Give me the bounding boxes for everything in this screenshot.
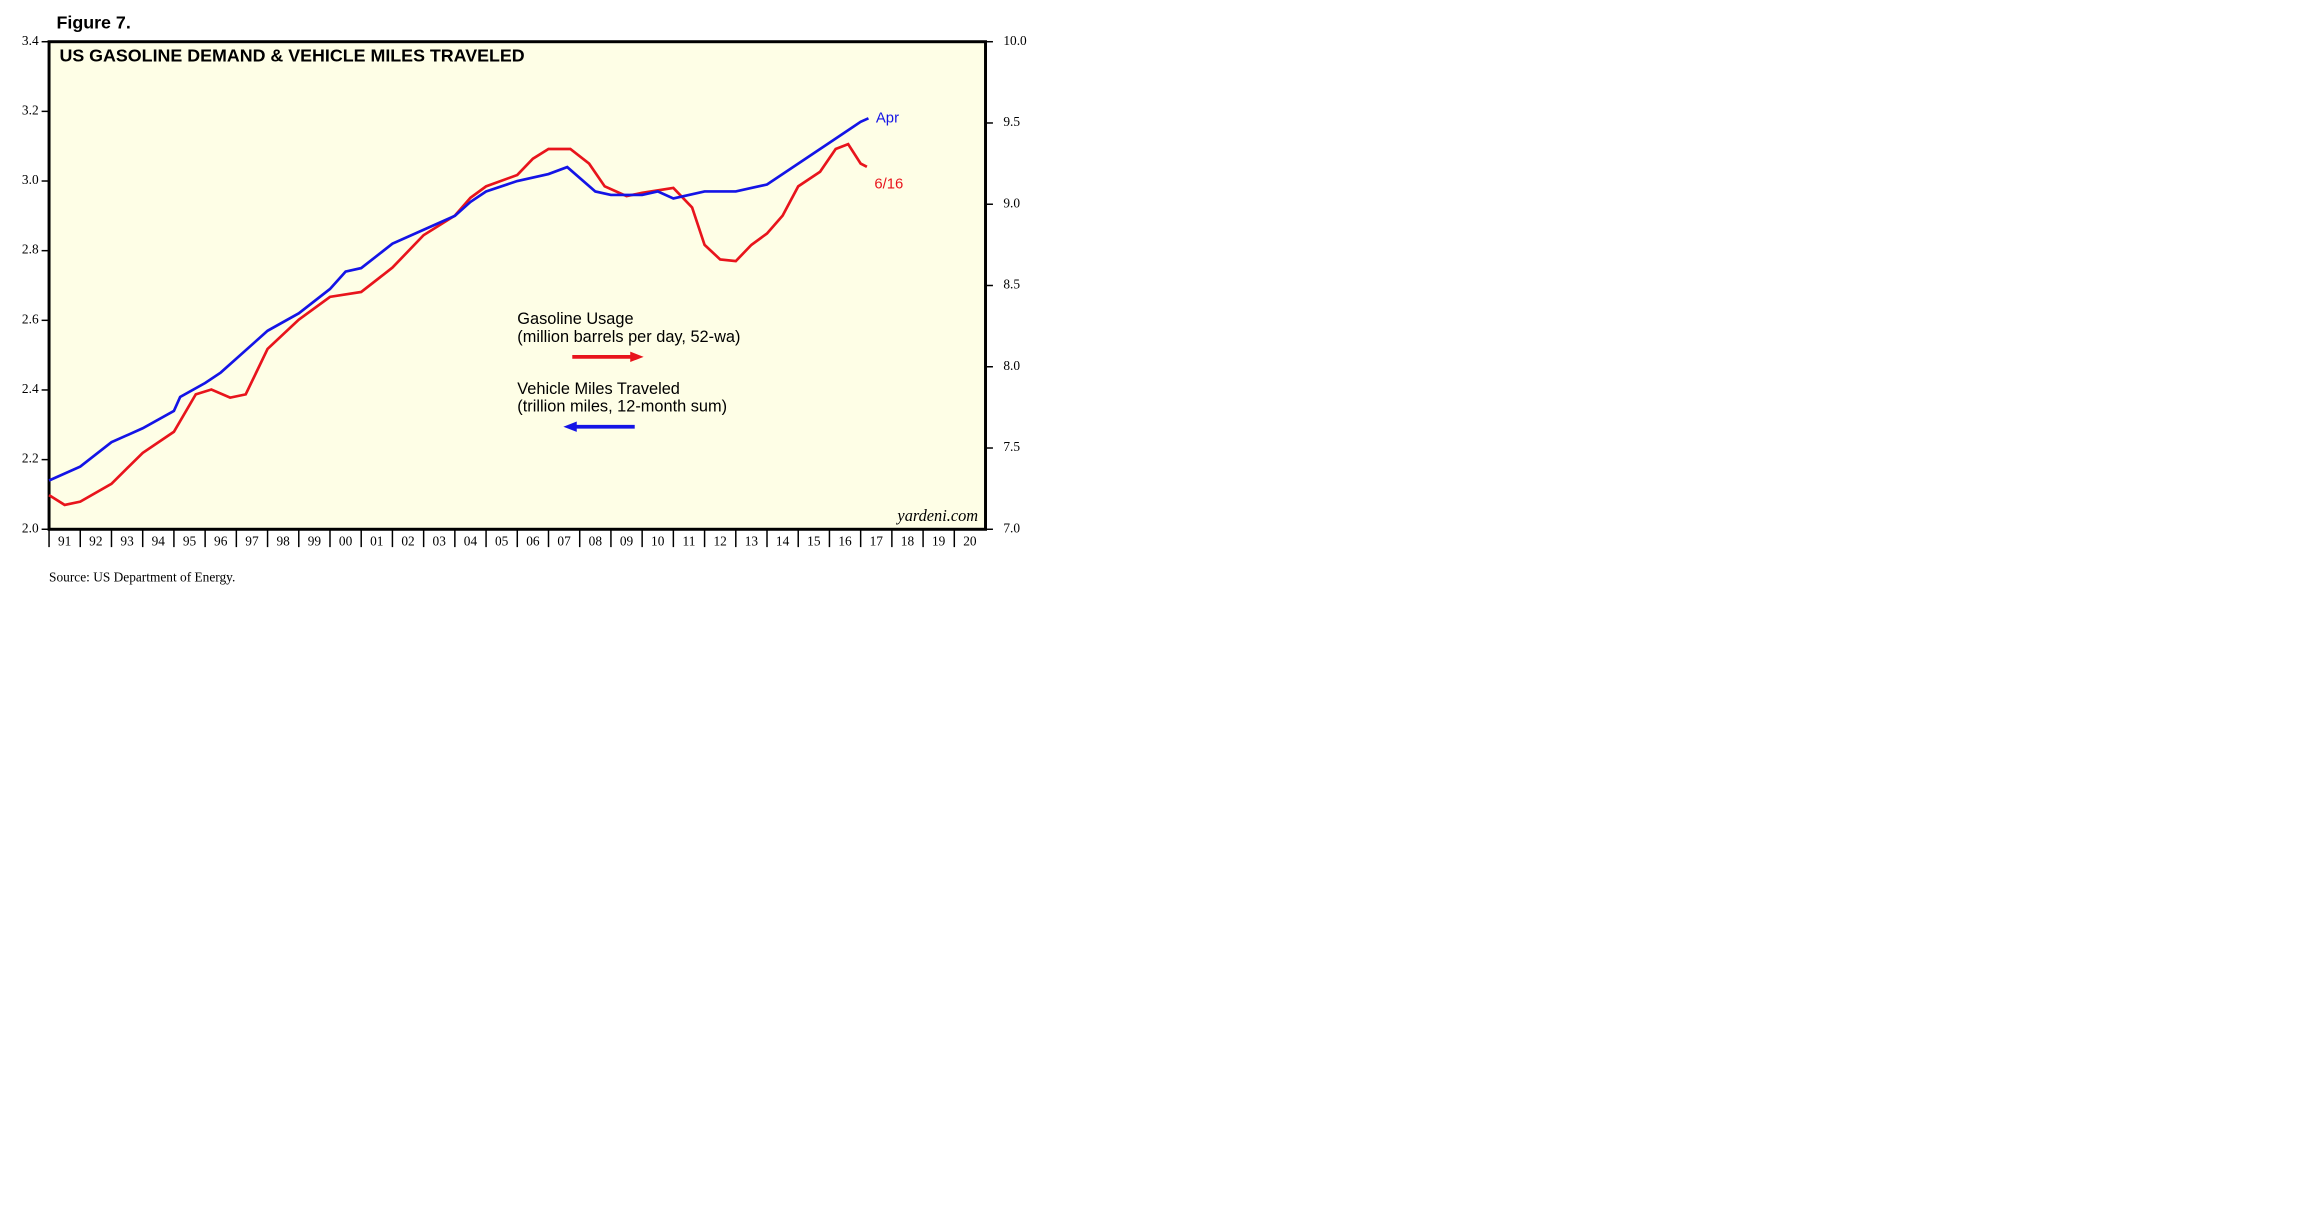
y2-tick-label: 9.5 xyxy=(1003,114,1020,129)
legend-description: (million barrels per day, 52-wa) xyxy=(517,328,740,346)
chart-title: US GASOLINE DEMAND & VEHICLE MILES TRAVE… xyxy=(59,45,524,65)
y2-tick-label: 7.0 xyxy=(1003,520,1020,535)
x-tick-label: 08 xyxy=(589,534,603,549)
y-tick-label: 2.2 xyxy=(22,451,39,466)
x-tick-label: 00 xyxy=(339,534,353,549)
plot-area xyxy=(47,40,988,531)
x-tick-label: 10 xyxy=(651,534,665,549)
x-tick-label: 07 xyxy=(557,534,571,549)
x-tick-label: 20 xyxy=(963,534,977,549)
watermark: yardeni.com xyxy=(895,506,978,525)
x-tick-label: 15 xyxy=(807,534,821,549)
x-tick-label: 05 xyxy=(495,534,509,549)
source: Source: US Department of Energy. xyxy=(49,569,235,584)
y2-tick-label: 7.5 xyxy=(1003,439,1020,454)
end-label: 6/16 xyxy=(874,177,903,193)
x-tick-label: 09 xyxy=(620,534,634,549)
series-line xyxy=(48,142,868,507)
x-tick-label: 95 xyxy=(183,534,197,549)
x-tick-label: 96 xyxy=(214,534,228,549)
y-tick-label: 2.6 xyxy=(22,311,39,326)
y-tick-label: 3.2 xyxy=(22,102,39,117)
x-tick-label: 06 xyxy=(526,534,540,549)
x-tick-label: 13 xyxy=(745,534,759,549)
x-tick-label: 19 xyxy=(932,534,946,549)
y-tick-label: 2.4 xyxy=(22,381,39,396)
x-tick-label: 01 xyxy=(370,534,383,549)
x-tick-label: 03 xyxy=(433,534,447,549)
y-tick-label: 3.4 xyxy=(22,33,39,48)
legend-label: Vehicle Miles Traveled xyxy=(517,380,680,398)
y-tick-label: 2.0 xyxy=(22,520,39,535)
x-tick-label: 98 xyxy=(276,534,290,549)
x-tick-label: 17 xyxy=(870,534,884,549)
series-line xyxy=(48,117,870,482)
y-tick-label: 2.8 xyxy=(22,242,39,257)
x-tick-label: 94 xyxy=(152,534,166,549)
x-tick-label: 04 xyxy=(464,534,478,549)
x-tick-label: 91 xyxy=(58,534,71,549)
x-tick-label: 16 xyxy=(838,534,852,549)
end-label: Apr xyxy=(876,110,899,126)
legend-arrow-head xyxy=(563,421,577,432)
x-tick-label: 18 xyxy=(901,534,915,549)
x-tick-label: 02 xyxy=(401,534,414,549)
x-tick-label: 99 xyxy=(308,534,322,549)
x-tick-label: 14 xyxy=(776,534,790,549)
y-tick-label: 3.0 xyxy=(22,172,39,187)
x-tick-label: 12 xyxy=(714,534,727,549)
y2-tick-label: 10.0 xyxy=(1003,33,1027,48)
y2-tick-label: 8.0 xyxy=(1003,358,1020,373)
x-tick-label: 97 xyxy=(245,534,259,549)
legend-description: (trillion miles, 12-month sum) xyxy=(517,398,727,416)
y2-tick-label: 9.0 xyxy=(1003,195,1020,210)
x-tick-label: 93 xyxy=(120,534,134,549)
legend-arrow-head xyxy=(630,351,644,363)
figure-label: Figure 7. xyxy=(56,13,130,33)
x-tick-label: 11 xyxy=(683,534,696,549)
legend-label: Gasoline Usage xyxy=(517,310,633,328)
y2-tick-label: 8.5 xyxy=(1003,277,1020,292)
x-tick-label: 92 xyxy=(89,534,102,549)
